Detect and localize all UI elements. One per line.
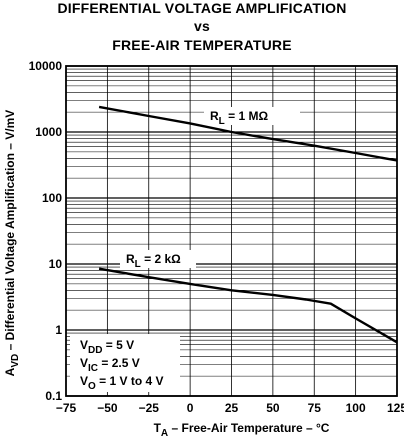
- condition-line-2: VIC = 2.5 V: [80, 356, 140, 374]
- y-tick-label: 1000: [35, 125, 62, 139]
- plot-frame: [65, 65, 398, 397]
- y-tick-label: 10: [49, 257, 63, 271]
- condition-line-3: VO = 1 V to 4 V: [80, 374, 164, 392]
- y-tick-label: 100: [42, 191, 62, 205]
- x-tick-label: −50: [97, 401, 118, 415]
- x-tick-label: 0: [187, 401, 194, 415]
- y-tick-label: 10000: [29, 59, 63, 73]
- x-tick-label: 100: [346, 401, 366, 415]
- x-tick-label: 125: [387, 401, 404, 415]
- chart-title-line-3: FREE-AIR TEMPERATURE: [112, 37, 292, 53]
- condition-line-1: VDD = 5 V: [80, 338, 134, 356]
- x-axis-title: TA – Free-Air Temperature – °C: [154, 421, 330, 437]
- x-tick-label: −75: [56, 401, 77, 415]
- chart-title-line-1: DIFFERENTIAL VOLTAGE AMPLIFICATION: [57, 0, 347, 16]
- x-tick-label: −25: [139, 401, 160, 415]
- conditions-box: [70, 334, 180, 392]
- series-label-bg-2: [120, 250, 196, 268]
- series-label-bg-1: [204, 107, 300, 125]
- chart-title-line-2: vs: [194, 18, 210, 34]
- x-tick-label: 75: [308, 401, 322, 415]
- y-tick-label: 0.1: [45, 389, 62, 403]
- series-line-1: [98, 105, 398, 162]
- series-line-2: [98, 267, 398, 344]
- y-tick-label: 1: [55, 323, 62, 337]
- y-axis-title: AVD – Differential Voltage Amplification…: [3, 110, 21, 377]
- series-label-1: RL = 1 MΩ: [210, 109, 268, 127]
- x-tick-label: 50: [266, 401, 280, 415]
- x-tick-label: 25: [225, 401, 239, 415]
- series-label-2: RL = 2 kΩ: [126, 252, 181, 270]
